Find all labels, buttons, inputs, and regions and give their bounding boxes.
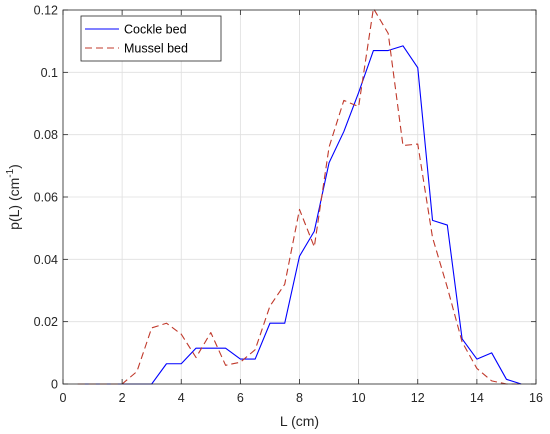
- y-tick-label: 0.06: [34, 191, 58, 205]
- legend-label-cockle-bed: Cockle bed: [124, 23, 187, 37]
- axis-ticks: [62, 9, 537, 385]
- x-tick-label: 14: [470, 391, 484, 405]
- y-tick-labels: 0 0.02 0.04 0.06 0.08 0.1 0.12: [34, 4, 58, 392]
- y-axis-label-superscript: -1: [5, 168, 16, 177]
- x-tick-label: 4: [178, 391, 185, 405]
- y-axis-label: p(L) (cm-1): [5, 164, 22, 230]
- x-tick-label: 16: [529, 391, 543, 405]
- series-line-mussel-bed: [77, 7, 522, 385]
- y-tick-label: 0.1: [41, 66, 58, 80]
- x-tick-label: 12: [411, 391, 425, 405]
- x-tick-label: 8: [296, 391, 303, 405]
- y-axis-label-main: p(L) (cm: [6, 178, 22, 230]
- y-tick-label: 0: [51, 378, 58, 392]
- x-axis-label: L (cm): [280, 413, 319, 429]
- x-tick-label: 0: [60, 391, 67, 405]
- x-tick-label: 10: [352, 391, 366, 405]
- y-axis-label-end: ): [6, 164, 22, 169]
- x-tick-label: 2: [119, 391, 126, 405]
- y-tick-label: 0.02: [34, 315, 58, 329]
- legend: Cockle bed Mussel bed: [80, 15, 222, 62]
- y-tick-label: 0.08: [34, 128, 58, 142]
- legend-box: [80, 15, 222, 62]
- y-tick-label: 0.04: [34, 253, 58, 267]
- legend-label-mussel-bed: Mussel bed: [124, 42, 188, 56]
- x-tick-labels: 0 2 4 6 8 10 12 14 16: [60, 391, 543, 405]
- y-tick-label: 0.12: [34, 4, 58, 18]
- x-tick-label: 6: [237, 391, 244, 405]
